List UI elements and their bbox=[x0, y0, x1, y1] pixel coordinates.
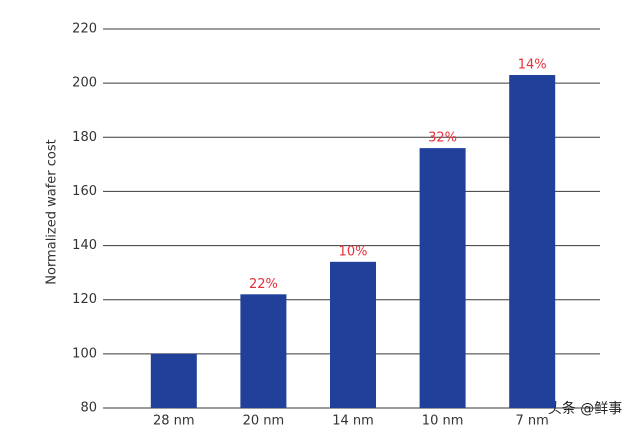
y-tick-label: 120 bbox=[72, 292, 97, 307]
x-tick-label: 20 nm bbox=[243, 414, 285, 429]
x-tick-label: 14 nm bbox=[332, 414, 374, 429]
y-tick-label: 160 bbox=[72, 184, 97, 199]
y-axis-label: Normalized wafer cost bbox=[45, 139, 60, 284]
bar bbox=[150, 353, 197, 408]
x-tick-label: 10 nm bbox=[422, 414, 464, 429]
bar-annotation: 14% bbox=[518, 58, 547, 73]
y-tick-label: 200 bbox=[72, 76, 97, 91]
bar-annotation: 32% bbox=[428, 131, 457, 146]
bar-annotation: 10% bbox=[339, 244, 368, 259]
bar bbox=[509, 75, 556, 409]
x-tick-label: 7 nm bbox=[516, 414, 549, 429]
x-tick-label: 28 nm bbox=[153, 414, 195, 429]
bar-annotation: 22% bbox=[249, 277, 278, 292]
y-tick-label: 100 bbox=[72, 346, 97, 361]
y-tick-label: 220 bbox=[72, 22, 97, 37]
bar bbox=[330, 261, 376, 408]
bar bbox=[419, 148, 466, 408]
y-tick-label: 140 bbox=[72, 238, 97, 253]
bar bbox=[240, 294, 287, 408]
y-tick-label: 180 bbox=[72, 130, 97, 145]
y-tick-label: 80 bbox=[80, 401, 97, 416]
